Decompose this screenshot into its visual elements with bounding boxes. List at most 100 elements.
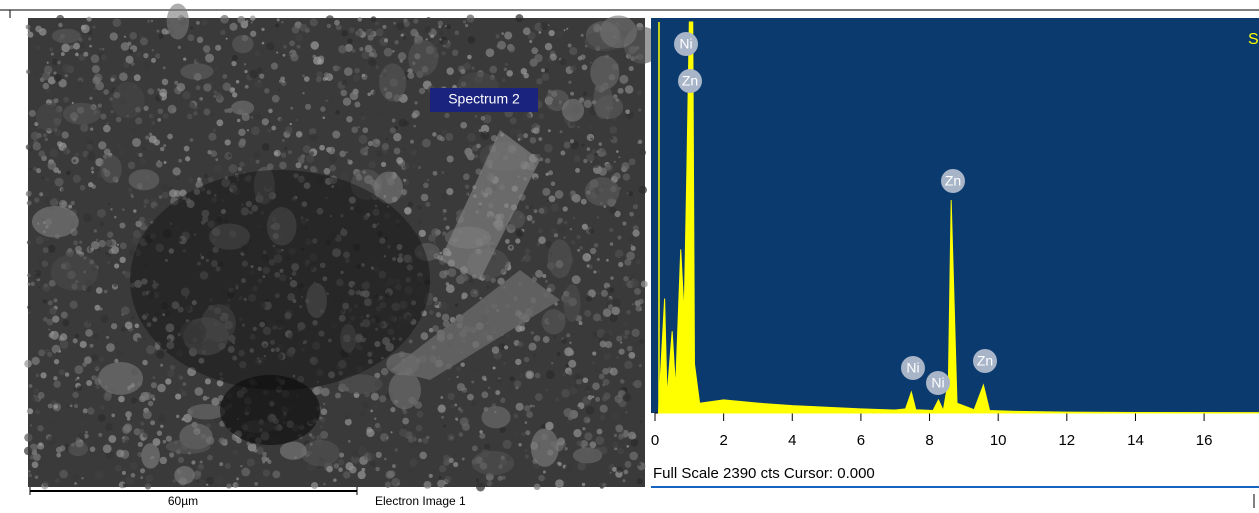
texture: [98, 414, 106, 422]
texture: [211, 113, 213, 115]
texture: [232, 450, 238, 456]
texture: [108, 203, 110, 205]
texture: [47, 436, 56, 445]
texture: [432, 39, 438, 45]
texture: [396, 22, 404, 30]
texture: [89, 45, 92, 48]
peak-label: Ni: [679, 36, 692, 52]
texture: [82, 422, 84, 424]
texture: [587, 134, 595, 142]
texture: [481, 391, 488, 398]
texture: [479, 433, 485, 439]
texture: [118, 396, 125, 403]
texture: [418, 166, 421, 169]
texture: [503, 362, 505, 364]
texture: [632, 329, 640, 337]
texture: [143, 432, 148, 437]
texture: [465, 185, 470, 190]
texture: [62, 237, 65, 240]
texture: [603, 392, 610, 399]
texture: [66, 171, 71, 176]
texture: [371, 16, 377, 22]
texture: [415, 101, 418, 104]
texture: [445, 25, 447, 27]
texture: [480, 131, 489, 140]
texture: [525, 430, 530, 435]
texture: [301, 154, 305, 158]
texture: [151, 20, 153, 22]
texture: [533, 354, 536, 357]
texture: [42, 177, 44, 179]
texture: [83, 213, 92, 222]
texture: [207, 455, 213, 461]
texture: [454, 404, 457, 407]
texture: [68, 248, 73, 253]
texture: [133, 209, 136, 212]
texture: [611, 307, 620, 316]
texture: [53, 380, 61, 388]
texture: [134, 74, 141, 81]
particle: [68, 441, 88, 456]
texture: [514, 380, 521, 387]
texture: [504, 32, 512, 40]
texture: [220, 15, 229, 24]
texture: [567, 421, 570, 424]
texture: [124, 36, 126, 38]
texture: [110, 78, 114, 82]
texture: [168, 186, 172, 190]
texture: [135, 324, 140, 329]
texture: [472, 445, 478, 451]
texture: [398, 52, 406, 60]
texture: [146, 345, 155, 354]
x-tick-label: 16: [1196, 432, 1213, 449]
texture: [498, 379, 502, 383]
texture: [521, 432, 525, 436]
texture: [501, 32, 504, 35]
texture: [610, 207, 617, 214]
dark-region: [220, 375, 320, 445]
texture: [148, 401, 153, 406]
texture: [595, 436, 604, 445]
texture: [272, 95, 280, 103]
texture: [638, 463, 641, 466]
texture: [161, 184, 168, 191]
texture: [128, 188, 132, 192]
texture: [411, 433, 416, 438]
texture: [471, 380, 474, 383]
texture: [323, 116, 326, 119]
texture: [33, 142, 41, 150]
texture: [561, 389, 570, 398]
texture: [159, 195, 163, 199]
texture: [43, 133, 47, 137]
texture: [222, 74, 227, 79]
texture: [551, 228, 557, 234]
texture: [249, 157, 253, 161]
texture: [49, 333, 54, 338]
texture: [538, 228, 543, 233]
particle: [36, 103, 62, 131]
texture: [262, 143, 270, 151]
texture: [384, 439, 386, 441]
texture: [73, 159, 76, 162]
texture: [119, 223, 125, 229]
texture: [74, 388, 76, 390]
texture: [158, 160, 160, 162]
texture: [569, 194, 572, 197]
texture: [320, 106, 325, 111]
texture: [152, 398, 155, 401]
texture: [131, 195, 133, 197]
texture: [169, 189, 177, 197]
texture: [39, 442, 43, 446]
texture: [281, 21, 283, 23]
texture: [129, 462, 137, 470]
texture: [539, 31, 542, 34]
texture: [505, 239, 510, 244]
texture: [479, 430, 482, 433]
texture: [60, 340, 69, 349]
texture: [396, 157, 403, 164]
texture: [461, 362, 465, 366]
texture: [504, 345, 508, 349]
texture: [588, 265, 592, 269]
texture: [576, 373, 582, 379]
texture: [623, 173, 630, 180]
